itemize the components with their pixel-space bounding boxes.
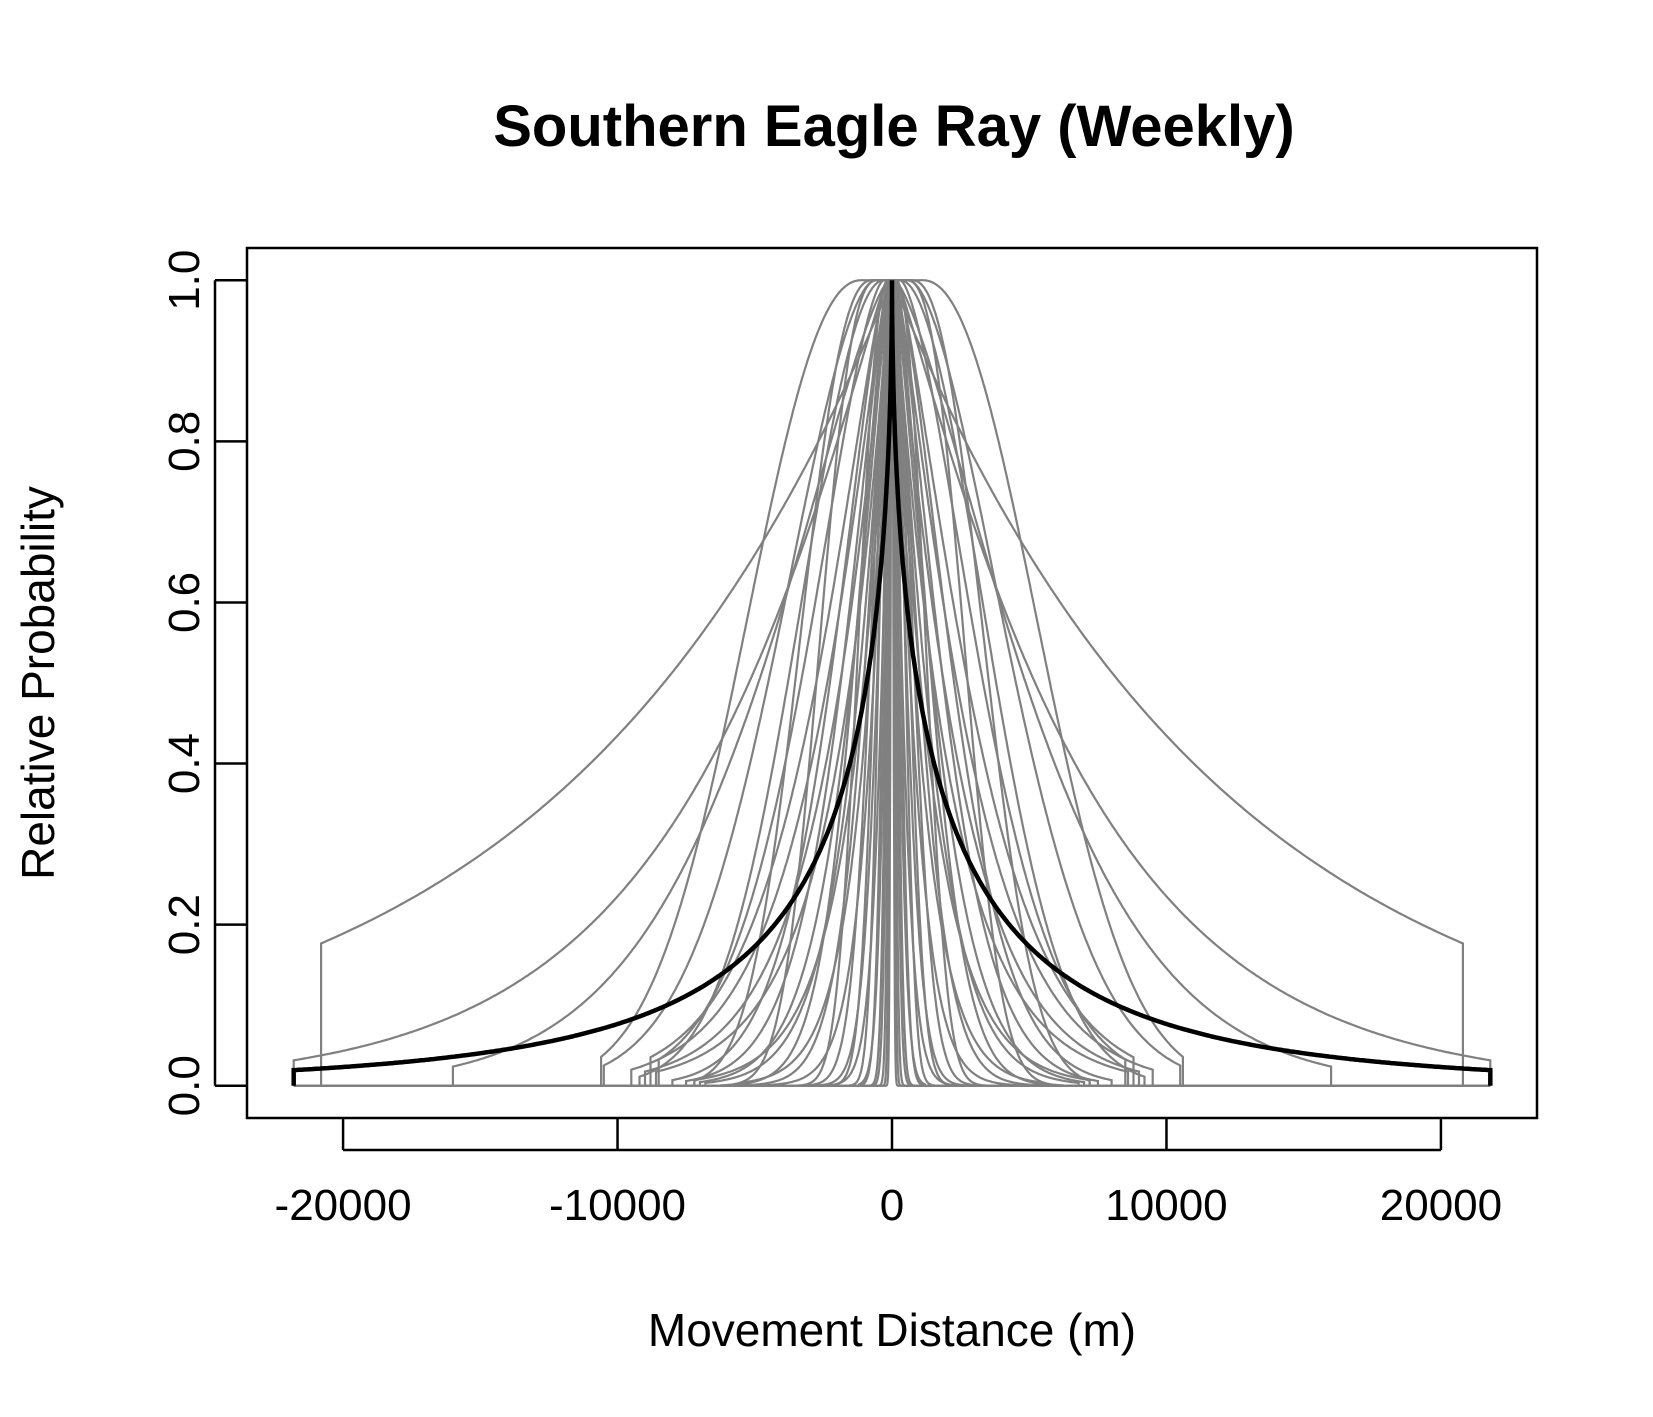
y-axis-title: Relative Probability [12,486,64,880]
y-tick-label: 0.4 [160,733,209,794]
x-tick-label: 20000 [1380,1181,1502,1230]
y-tick-label: 1.0 [160,250,209,311]
x-tick-label: -20000 [275,1181,412,1230]
individual-kernel-line [293,280,1491,1087]
x-tick-label: 0 [880,1181,904,1230]
y-tick-label: 0.0 [160,1055,209,1116]
individual-kernel-line [293,280,1491,1087]
curves-layer [291,278,1493,1087]
plot-area [245,246,1539,1120]
y-tick-label: 0.2 [160,894,209,955]
y-tick-label: 0.6 [160,572,209,633]
chart-title: Southern Eagle Ray (Weekly) [493,94,1295,159]
y-axis: 0.0 0.2 0.4 0.6 0.8 1.0 [160,250,247,1116]
x-axis-title: Movement Distance (m) [648,1304,1136,1356]
x-axis: -20000 -10000 0 10000 20000 [275,1118,1502,1230]
x-tick-label: -10000 [549,1181,686,1230]
y-tick-label: 0.8 [160,411,209,472]
x-tick-label: 10000 [1105,1181,1227,1230]
mean-kernel-line [291,280,1493,1086]
